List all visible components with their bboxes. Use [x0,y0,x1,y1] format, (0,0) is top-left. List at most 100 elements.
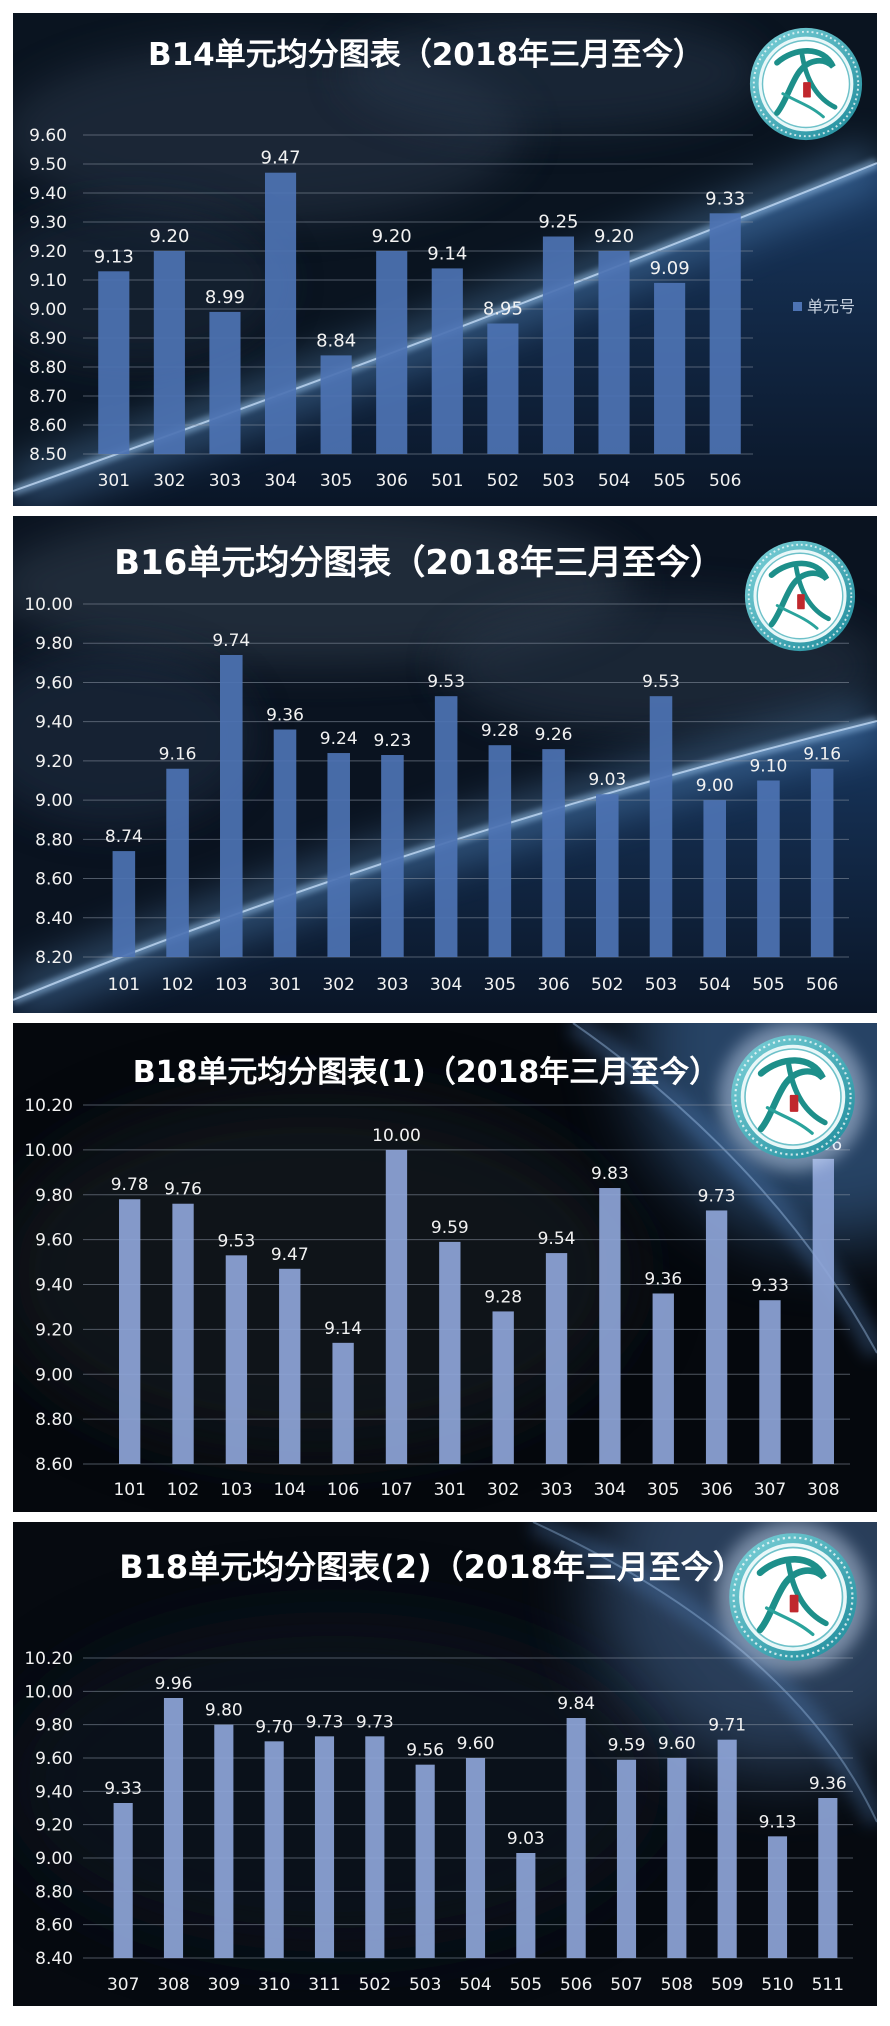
x-tick-label: 304 [594,1480,626,1500]
bar-value-label: 9.47 [261,148,301,169]
y-tick-label: 9.10 [29,271,67,291]
x-tick-label: 301 [269,975,301,995]
y-tick-label: 8.80 [29,358,67,378]
bar [759,1300,781,1464]
bar-value-label: 9.23 [373,731,411,751]
y-tick-label: 8.80 [35,1882,73,1902]
x-tick-label: 503 [645,975,677,995]
x-tick-label: 507 [610,1975,642,1995]
chart-title: B18单元均分图表(1)（2018年三月至今） [133,1055,719,1090]
y-tick-label: 10.00 [24,595,73,615]
x-tick-label: 303 [209,471,241,491]
bar [381,755,404,957]
bar-value-label: 10.00 [372,1126,421,1146]
bar-value-label: 9.28 [481,721,519,741]
x-tick-label: 305 [320,471,352,491]
y-tick-label: 9.00 [35,1365,73,1385]
x-tick-label: 503 [409,1975,441,1995]
bar-value-label: 9.53 [642,672,680,692]
bar [273,729,297,957]
bar [516,1853,536,1958]
bar [542,236,575,454]
y-tick-label: 9.40 [35,713,73,733]
bar-value-label: 9.84 [557,1694,595,1714]
bar-value-label: 9.13 [94,246,134,267]
bar [431,268,463,454]
bar-value-label: 9.10 [749,757,787,777]
bar [757,780,780,957]
x-tick-label: 102 [167,1480,199,1500]
bar-value-label: 9.47 [271,1245,309,1265]
y-tick-label: 10.00 [24,1141,73,1161]
bar [818,1798,838,1958]
bar-value-label: 8.74 [105,827,143,847]
y-tick-label: 8.60 [35,870,73,890]
x-tick-label: 307 [107,1975,139,1995]
bar-value-label: 9.70 [255,1717,293,1737]
bar-value-label: 9.56 [406,1741,444,1761]
bar [492,1311,514,1464]
bar-value-label: 9.20 [372,226,412,247]
x-tick-label: 504 [698,975,730,995]
x-tick-label: 504 [598,471,630,491]
y-tick-label: 8.80 [35,1410,73,1430]
y-tick-label: 9.60 [29,126,67,146]
chart-panel-b14: B14单元均分图表（2018年三月至今） 9.60 9.50 9.40 9.30 9.2… [13,13,877,506]
x-tick-label: 505 [752,975,784,995]
bar [327,753,350,957]
bar-value-label: 9.73 [356,1712,394,1732]
bar-value-label: 9.71 [708,1716,746,1736]
bar [705,1210,728,1464]
chart-title: B18单元均分图表(2)（2018年三月至今） [119,1548,745,1586]
bar-value-label: 9.03 [588,770,626,790]
bar-value-label: 9.73 [698,1186,736,1206]
bar [703,800,726,957]
x-tick-label: 509 [711,1975,743,1995]
x-tick-label: 510 [761,1975,793,1995]
bar [649,696,673,957]
bar-value-label: 9.36 [266,706,304,726]
bar-value-label: 9.14 [324,1319,362,1339]
x-tick-label: 103 [215,975,247,995]
bar-value-label: 9.03 [507,1829,545,1849]
legend-label: 单元号 [807,297,855,316]
bar [163,1698,184,1958]
bar-value-label: 9.09 [650,258,690,279]
bar [465,1758,486,1958]
bar [365,1736,385,1958]
bar [220,654,243,957]
x-tick-label: 306 [700,1480,732,1500]
plot-area: 10.20 10.00 9.80 9.60 9.40 9.20 9.00 8.80 8.60 8.… [24,1649,853,1995]
x-tick-label: 301 [98,471,130,491]
plot-area: 9.60 9.50 9.40 9.30 9.20 9.10 9.00 8.90 8.80 8.70… [29,126,753,491]
bar-value-label: 9.59 [431,1218,469,1238]
x-tick-label: 303 [376,975,408,995]
bar [264,1741,284,1958]
bar-value-label: 9.14 [427,243,467,264]
y-tick-label: 9.60 [35,1231,73,1251]
bar [767,1836,788,1958]
chart-title: B16单元均分图表（2018年三月至今） [114,543,724,583]
y-tick-label: 9.50 [29,155,67,175]
x-tick-label: 302 [322,975,354,995]
x-tick-label: 303 [540,1480,572,1500]
bar-value-label: 9.54 [538,1229,576,1249]
bar [314,1736,335,1958]
bar [616,1759,637,1958]
bar [119,1199,141,1464]
bar-value-label: 9.13 [759,1812,797,1832]
bar-value-label: 8.84 [316,330,356,351]
bar [717,1739,737,1958]
x-tick-label: 502 [591,975,623,995]
bar-value-label: 9.16 [159,745,197,765]
bar-value-label: 9.73 [306,1712,344,1732]
y-tick-label: 8.40 [35,1949,73,1969]
x-tick-label: 511 [812,1975,844,1995]
bar-value-label: 9.28 [484,1287,522,1307]
y-tick-label: 9.40 [35,1782,73,1802]
x-tick-label: 306 [537,975,569,995]
bar-value-label: 9.16 [803,745,841,765]
school-emblem-icon [745,541,855,651]
bar [566,1718,586,1958]
bar-value-label: 9.26 [535,725,573,745]
